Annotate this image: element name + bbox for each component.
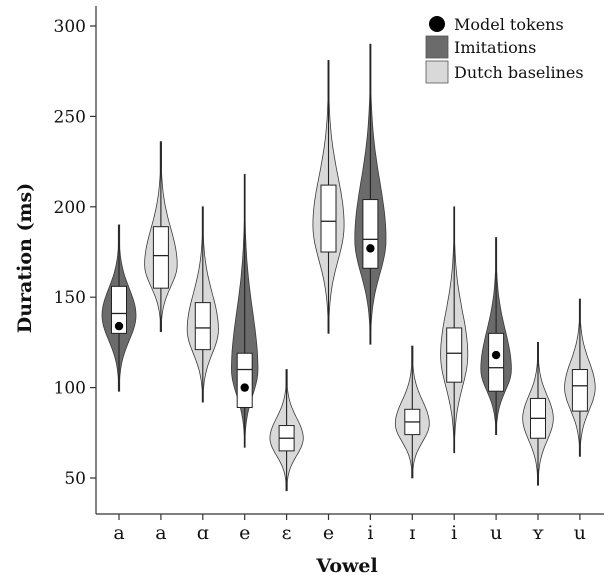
x-tick-label: u: [490, 522, 502, 544]
violin-group: [230, 173, 259, 448]
box: [236, 352, 253, 408]
model-token-point: [114, 321, 124, 331]
legend-marker-model-tokens: [429, 16, 445, 32]
model-token-point: [491, 350, 501, 360]
model-token-point: [366, 244, 375, 253]
y-axis-title: Duration (ms): [14, 183, 36, 334]
legend-label: Dutch baselines: [454, 63, 584, 82]
x-tick-label: ɑ: [197, 522, 209, 544]
x-tick-label: a: [155, 522, 166, 544]
x-axis-title: Vowel: [315, 555, 377, 577]
x-tick-label: a: [113, 522, 124, 544]
legend-label: Imitations: [454, 38, 536, 57]
y-axis: 50 100 150 200 250 300: [54, 6, 97, 514]
box: [152, 226, 169, 289]
violin-group: [394, 345, 430, 479]
y-tick-label: 200: [54, 198, 86, 218]
x-tick-label: ʏ: [532, 522, 544, 544]
legend-marker-dutch-baselines: [425, 60, 449, 84]
box: [446, 327, 463, 383]
violin-group: [354, 43, 387, 345]
x-tick-label: ɪ: [409, 522, 415, 544]
model-token-point: [240, 383, 249, 392]
violin-group: [186, 206, 219, 403]
box: [194, 302, 211, 351]
x-tick-label: e: [323, 522, 334, 544]
violin-group: [564, 298, 596, 457]
y-tick-label: 250: [54, 107, 86, 127]
x-tick-label: e: [239, 522, 250, 544]
legend-label: Model tokens: [454, 15, 564, 34]
box: [362, 199, 379, 269]
x-tick-label: i: [367, 522, 373, 544]
legend-marker-imitations: [425, 35, 449, 59]
violin-group: [101, 224, 137, 392]
box: [320, 184, 337, 253]
violin-group: [480, 237, 512, 435]
box: [111, 285, 127, 334]
y-tick-label: 50: [64, 469, 86, 489]
plot-area: [101, 43, 596, 492]
y-tick-label: 150: [54, 288, 86, 308]
violin-group: [144, 141, 178, 332]
x-tick-label: ɛ: [282, 522, 292, 544]
x-tick-label: u: [574, 522, 586, 544]
y-tick-label: 100: [54, 379, 86, 399]
legend: Model tokens Imitations Dutch baselines: [425, 15, 584, 84]
violin-group: [440, 206, 469, 454]
violin-group: [312, 60, 345, 334]
violin-group: [522, 342, 554, 486]
y-tick-label: 300: [54, 17, 86, 37]
x-tick-label: i: [451, 522, 457, 544]
box: [571, 369, 588, 412]
box: [488, 332, 505, 392]
violin-group: [269, 369, 304, 492]
